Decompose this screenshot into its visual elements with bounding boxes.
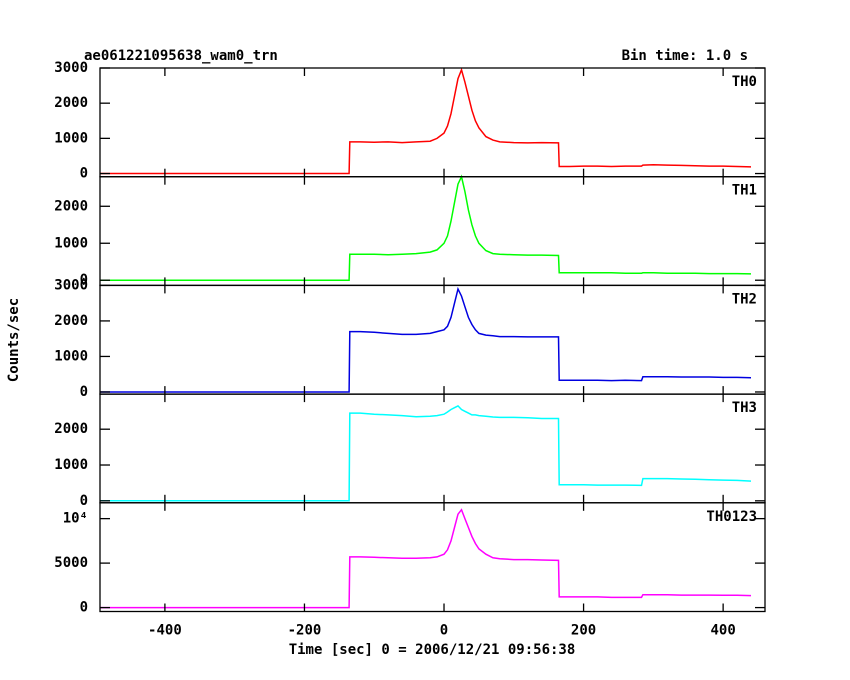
series-line (100, 67, 752, 175)
x-tick-label: -400 (148, 623, 182, 639)
y-tick-label: 0 (80, 166, 88, 182)
y-tick-label: 2000 (54, 313, 88, 329)
y-tick-label: 0 (80, 272, 88, 288)
y-tick-label: 1000 (54, 235, 88, 251)
panel-frame (99, 67, 766, 178)
panel-label: TH3 (732, 400, 757, 416)
panel-label: TH0123 (706, 509, 757, 525)
x-tick-label: 400 (710, 623, 735, 639)
y-tick-label: 5000 (54, 555, 88, 571)
series-line (100, 174, 752, 281)
y-tick-label: 2000 (54, 421, 88, 437)
series-line (100, 508, 752, 609)
chart-title: ae061221095638_wam0_trn (84, 48, 278, 64)
x-axis-label: Time [sec] 0 = 2006/12/21 09:56:38 (289, 642, 576, 658)
y-tick-label: 3000 (54, 60, 88, 76)
panel-frame (99, 284, 766, 395)
y-tick-label: 1000 (54, 348, 88, 364)
panel-label: TH2 (732, 291, 757, 307)
y-tick-label: 0 (80, 384, 88, 400)
x-tick-label: -200 (288, 623, 322, 639)
y-tick-label: 1000 (54, 130, 88, 146)
series-line (100, 404, 752, 502)
y-tick-label: 0 (80, 493, 88, 509)
panel-frame (99, 176, 766, 287)
y-tick-label: 3000 (54, 277, 88, 293)
panel-label: TH1 (732, 183, 757, 199)
y-tick-label: 1000 (54, 457, 88, 473)
panel-frame (99, 502, 766, 613)
panel-label: TH0 (732, 74, 757, 90)
series-line (100, 286, 752, 393)
x-tick-label: 200 (571, 623, 596, 639)
y-tick-label: 2000 (54, 198, 88, 214)
bin-time: Bin time: 1.0 s (622, 48, 748, 64)
panel-frame (99, 393, 766, 504)
y-axis-label: Counts/sec (6, 298, 22, 382)
x-tick-label: 0 (440, 623, 448, 639)
y-tick-label: 0 (80, 600, 88, 616)
y-tick-label: 10⁴ (63, 511, 88, 527)
y-tick-label: 2000 (54, 95, 88, 111)
